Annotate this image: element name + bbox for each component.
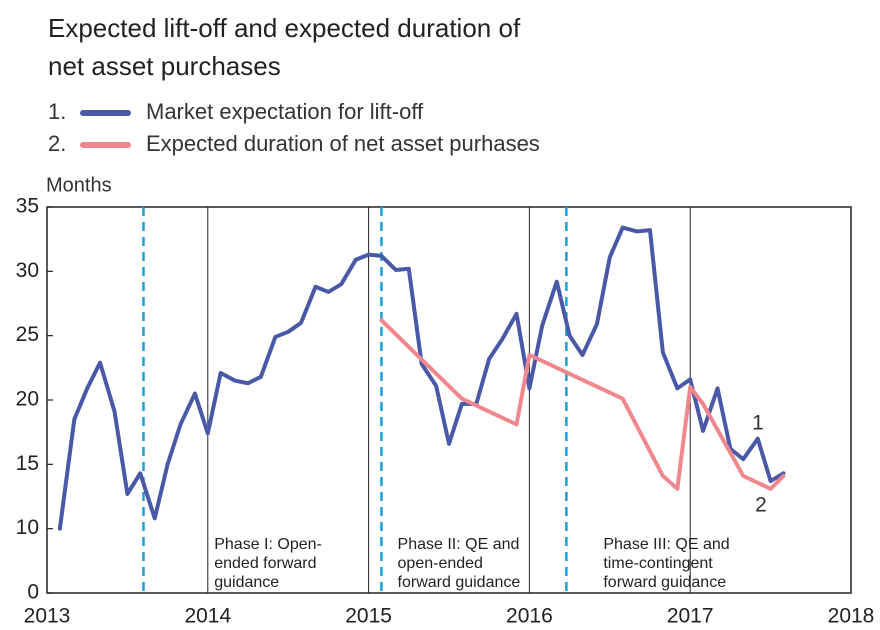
phase-label: open-ended	[398, 555, 483, 572]
legend-label: Market expectation for lift-off	[146, 99, 424, 124]
y-tick-label: 35	[16, 195, 39, 218]
y-axis-label: Months	[46, 174, 112, 196]
plot-frame	[46, 206, 852, 594]
phase-label: Phase I: Open-	[214, 536, 322, 553]
x-tick-label: 2014	[184, 605, 231, 628]
y-tick-label: 30	[16, 259, 39, 282]
x-tick-label: 2015	[345, 605, 392, 628]
legend-label: Expected duration of net asset purhases	[146, 131, 540, 156]
y-tick-label: 25	[16, 323, 39, 346]
phase-label: Phase III: QE and	[603, 536, 729, 553]
phase-label: Phase II: QE and	[398, 536, 520, 553]
y-tick-label: 15	[16, 452, 39, 475]
phase-label: time-contingent	[603, 555, 713, 572]
y-tick-label: 20	[16, 388, 39, 411]
x-tick-label: 2013	[24, 605, 71, 628]
x-tick-label: 2018	[828, 605, 875, 628]
phase-label: guidance	[214, 574, 279, 591]
y-tick-label: 10	[16, 516, 39, 539]
series-line	[57, 225, 786, 531]
series-end-label: 1	[752, 412, 764, 435]
legend-number: 2.	[48, 131, 66, 156]
legend-number: 1.	[48, 99, 66, 124]
phase-label: ended forward	[214, 555, 316, 572]
chart-title: net asset purchases	[48, 51, 281, 81]
series-line	[379, 318, 786, 491]
phase-label: forward guidance	[398, 574, 521, 591]
x-tick-label: 2017	[667, 605, 714, 628]
y-tick-label: 0	[27, 581, 39, 604]
chart-title: Expected lift-off and expected duration …	[48, 13, 521, 43]
phase-label: forward guidance	[603, 574, 726, 591]
series-end-label: 2	[755, 494, 767, 517]
x-tick-label: 2016	[506, 605, 553, 628]
